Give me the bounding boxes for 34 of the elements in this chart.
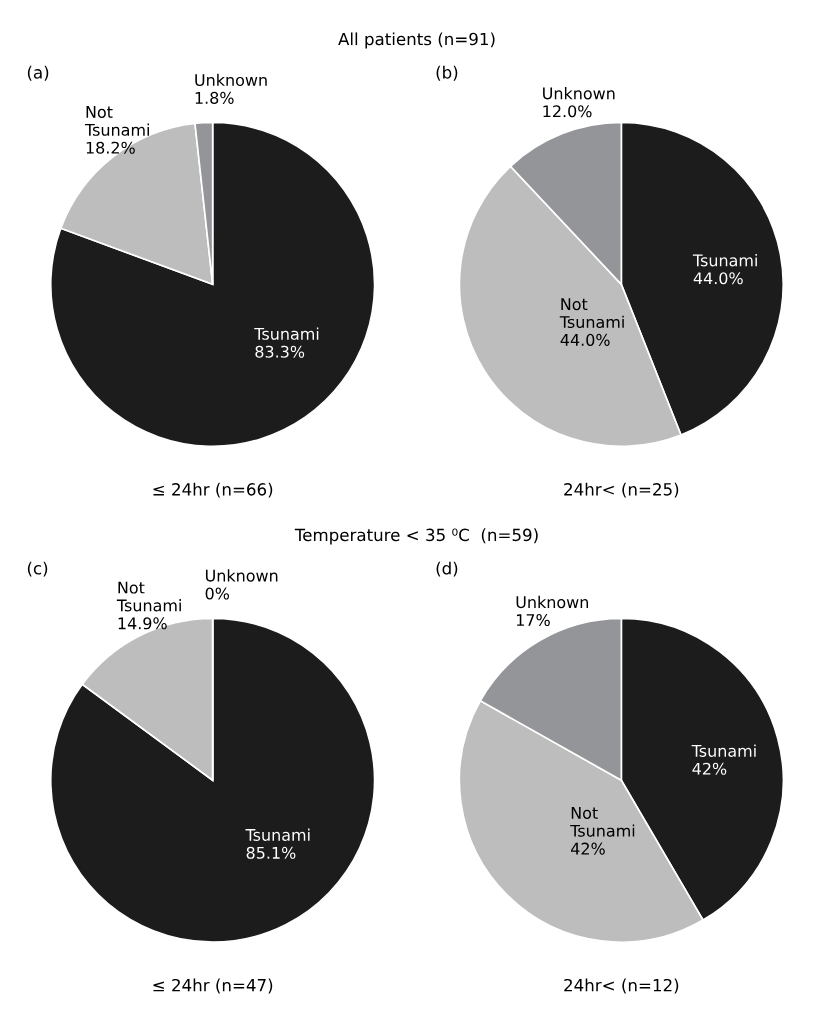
slice-label: Unknown	[195, 73, 267, 87]
category-label: Unknown	[205, 569, 278, 582]
slice-label: Unknown	[543, 87, 615, 100]
chart-title: (c)	[27, 561, 48, 577]
text: Temperature < 35 ⁰C (n=59)	[294, 528, 538, 545]
data-label: 83.3%	[255, 345, 305, 358]
chart-title: (d)	[436, 561, 458, 577]
data-label: 12.0%	[543, 105, 592, 118]
slice-label: Tsunami	[692, 254, 757, 267]
slice-label: Not Tsunami	[116, 581, 181, 612]
slice-label: Tsunami	[691, 744, 756, 757]
text: ≤ 24hr (n=66)	[153, 482, 273, 498]
slice-label: Unknown	[516, 595, 588, 609]
slice-label: Not Tsunami	[84, 106, 149, 136]
data-label: 17%	[516, 613, 550, 627]
data-label: 14.9%	[118, 617, 167, 630]
text: 0%	[205, 587, 230, 600]
slice-label: Tsunami	[245, 828, 310, 841]
data-label: 85.1%	[246, 846, 296, 859]
slice-label: Not Tsunami	[570, 807, 635, 837]
chart-title: (b)	[436, 65, 458, 81]
data-label: 44.0%	[560, 333, 610, 346]
data-label: 18.2%	[86, 141, 135, 154]
data-label: 44.0%	[693, 272, 743, 285]
slice-label: Not Tsunami	[559, 298, 624, 329]
data-label: 1.8%	[195, 91, 234, 104]
text: ≤ 24hr (n=47)	[153, 978, 273, 994]
slice-label: Tsunami	[254, 327, 319, 340]
text: 24hr< (n=25)	[564, 482, 679, 498]
data-label: 42%	[692, 762, 727, 775]
chart-title: (a)	[27, 65, 49, 81]
data-label: 42%	[570, 842, 605, 855]
text: All patients (n=91)	[338, 32, 495, 49]
text: 24hr< (n=12)	[564, 978, 679, 994]
